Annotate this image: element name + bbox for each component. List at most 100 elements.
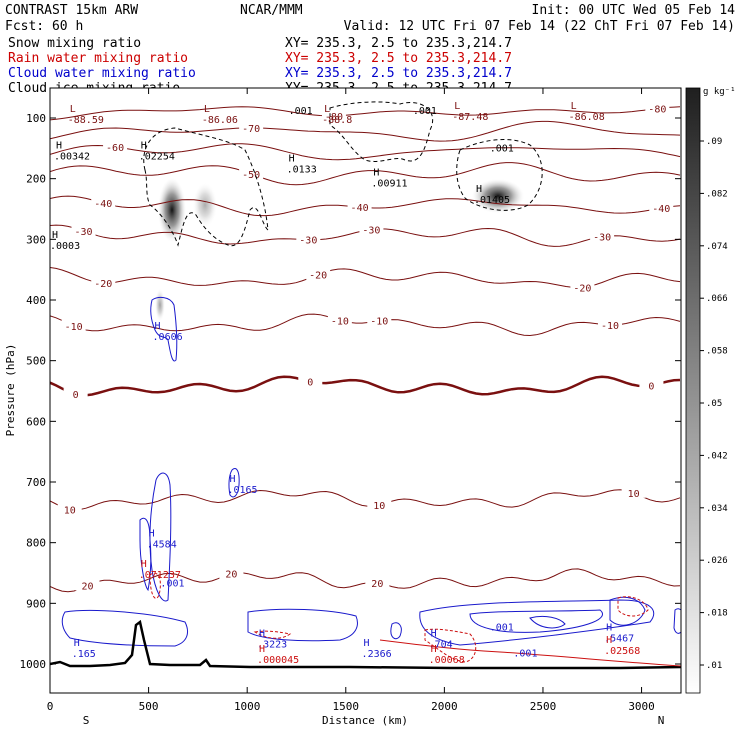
legend-cloudwater-xy: XY= 235.3, 2.5 to 235.3,214.7: [285, 66, 512, 81]
extremum-marker: H: [431, 629, 437, 640]
isotherm-label: -60: [106, 143, 124, 154]
extremum-marker: H: [56, 140, 62, 151]
extremum-marker: H: [259, 644, 265, 655]
isotherm-label-bg: [296, 233, 321, 245]
isotherm-label: -80: [325, 112, 343, 123]
y-tick-label: 200: [26, 173, 46, 186]
isotherm-label: -40: [94, 199, 112, 210]
isotherm-label: -10: [601, 321, 619, 332]
north-label: N: [658, 714, 665, 727]
isotherm-label: -20: [309, 271, 327, 282]
extremum-marker: H: [149, 529, 155, 540]
colorbar-tick-label: .018: [706, 609, 728, 619]
isotherm-label: -10: [65, 322, 83, 333]
cloudwater-contour-edge: [673, 608, 681, 634]
y-tick-label: 300: [26, 233, 46, 246]
cloudwater-contour-low-east-4: [609, 596, 646, 626]
extremum-value: .0003: [50, 241, 80, 252]
isotherm-label-bg: [103, 140, 128, 152]
extrema-annotations: L-88.59L-86.06L-88.8L-87.48L-86.08H.0034…: [50, 101, 640, 666]
y-tick-label: 400: [26, 294, 46, 307]
extremum-value: .02568: [604, 646, 640, 657]
extremum-value: .165: [72, 649, 96, 660]
extremum-value: .0606: [153, 332, 183, 343]
cloudwater-contour-low-east-2: [469, 609, 603, 633]
isotherm-line: [50, 143, 681, 161]
isotherm-label-bg: [75, 579, 100, 591]
colorbar-tick-label: .058: [706, 347, 728, 357]
plot-frame: [49, 87, 682, 694]
extremum-marker: H: [52, 230, 58, 241]
isotherm-label: 0: [648, 381, 654, 392]
isotherm-label-bg: [298, 375, 323, 387]
ice-contour-east: [456, 139, 543, 211]
extremum-marker: H: [229, 474, 235, 485]
y-tick-label: 700: [26, 476, 46, 489]
isotherm-label-bg: [71, 224, 96, 236]
extremum-value: .4584: [147, 540, 177, 551]
cloudwater-contour-upper: [150, 296, 178, 362]
contour-label: .001: [490, 143, 514, 154]
x-tick-label: 0: [47, 700, 54, 713]
contour-label: .001: [413, 106, 437, 117]
legend-cloudwater-name: Cloud water mixing ratio: [8, 66, 196, 81]
x-tick-label: 3000: [628, 700, 655, 713]
isotherm-label: -40: [351, 203, 369, 214]
colorbar-tick-label: .09: [706, 137, 722, 147]
isotherm-label-bg: [327, 314, 352, 326]
y-tick-label: 100: [26, 112, 46, 125]
isotherm-label: 10: [373, 501, 385, 512]
colorbar-tick-label: .066: [706, 294, 728, 304]
colorbar-tick-label: .042: [706, 451, 728, 461]
extremum-value: .01405: [474, 195, 510, 206]
extremum-value: -86.06: [202, 115, 238, 126]
org-label: NCAR/MMM: [240, 3, 303, 18]
cloudwater-contour-small: [228, 468, 240, 498]
colorbar-tick-label: .074: [706, 242, 728, 252]
temperature-isotherms: -80 -80 -70 -60 -50 -40 -40 -40 -30 -30 -30 -30 -20 -…: [50, 102, 681, 593]
isotherm-label-bg: [239, 121, 264, 133]
isotherm-label-bg: [367, 314, 392, 326]
isotherm-line: [50, 120, 681, 142]
isotherm-label-bg: [91, 276, 116, 288]
isotherm-label: -30: [593, 233, 611, 244]
colorbar-tick-label: .034: [706, 504, 728, 514]
isotherm-label-bg: [306, 268, 331, 280]
colorbar-tick-label: .01: [706, 661, 722, 671]
extremum-marker: L: [324, 104, 330, 115]
isotherm-label-bg: [570, 281, 595, 293]
extremum-marker: L: [70, 104, 76, 115]
isotherm-label-bg: [367, 499, 392, 511]
y-tick-label: 800: [26, 537, 46, 550]
y-axis-label: Pressure (hPa): [4, 344, 17, 437]
isotherm-label: 0: [73, 390, 79, 401]
isotherm-label-bg: [63, 388, 88, 400]
y-tick-label: 500: [26, 355, 46, 368]
isotherm-label: -10: [370, 317, 388, 328]
extremum-marker: L: [454, 101, 460, 112]
colorbar: [685, 87, 701, 694]
extremum-value: .5467: [604, 634, 634, 645]
cloudwater-contour-low-east-3: [529, 615, 566, 629]
colorbar-tick-label: .026: [706, 556, 728, 566]
isotherm-label-bg: [359, 223, 384, 235]
x-tick-label: 2500: [530, 700, 557, 713]
legend-rain-xy: XY= 235.3, 2.5 to 235.3,214.7: [285, 51, 512, 66]
isotherm-label: 20: [81, 582, 93, 593]
y-tick-label: 900: [26, 597, 46, 610]
isotherm-label-bg: [649, 202, 674, 214]
isotherm-label: 10: [628, 489, 640, 500]
extremum-value: -86.08: [569, 112, 605, 123]
init-time: Init: 00 UTC Wed 05 Feb 14: [532, 3, 736, 18]
extremum-value: .00068: [429, 655, 465, 666]
isotherm-label: 20: [225, 570, 237, 581]
isotherm-label: -10: [331, 316, 349, 327]
legend-snow-xy: XY= 235.3, 2.5 to 235.3,214.7: [285, 36, 512, 51]
extremum-marker: H: [431, 644, 437, 655]
isotherm-label: -80: [648, 105, 666, 116]
isotherm-line: [50, 106, 681, 121]
extremum-value: .00911: [371, 179, 407, 190]
cloudwater-contour-low-mid: [247, 608, 358, 642]
